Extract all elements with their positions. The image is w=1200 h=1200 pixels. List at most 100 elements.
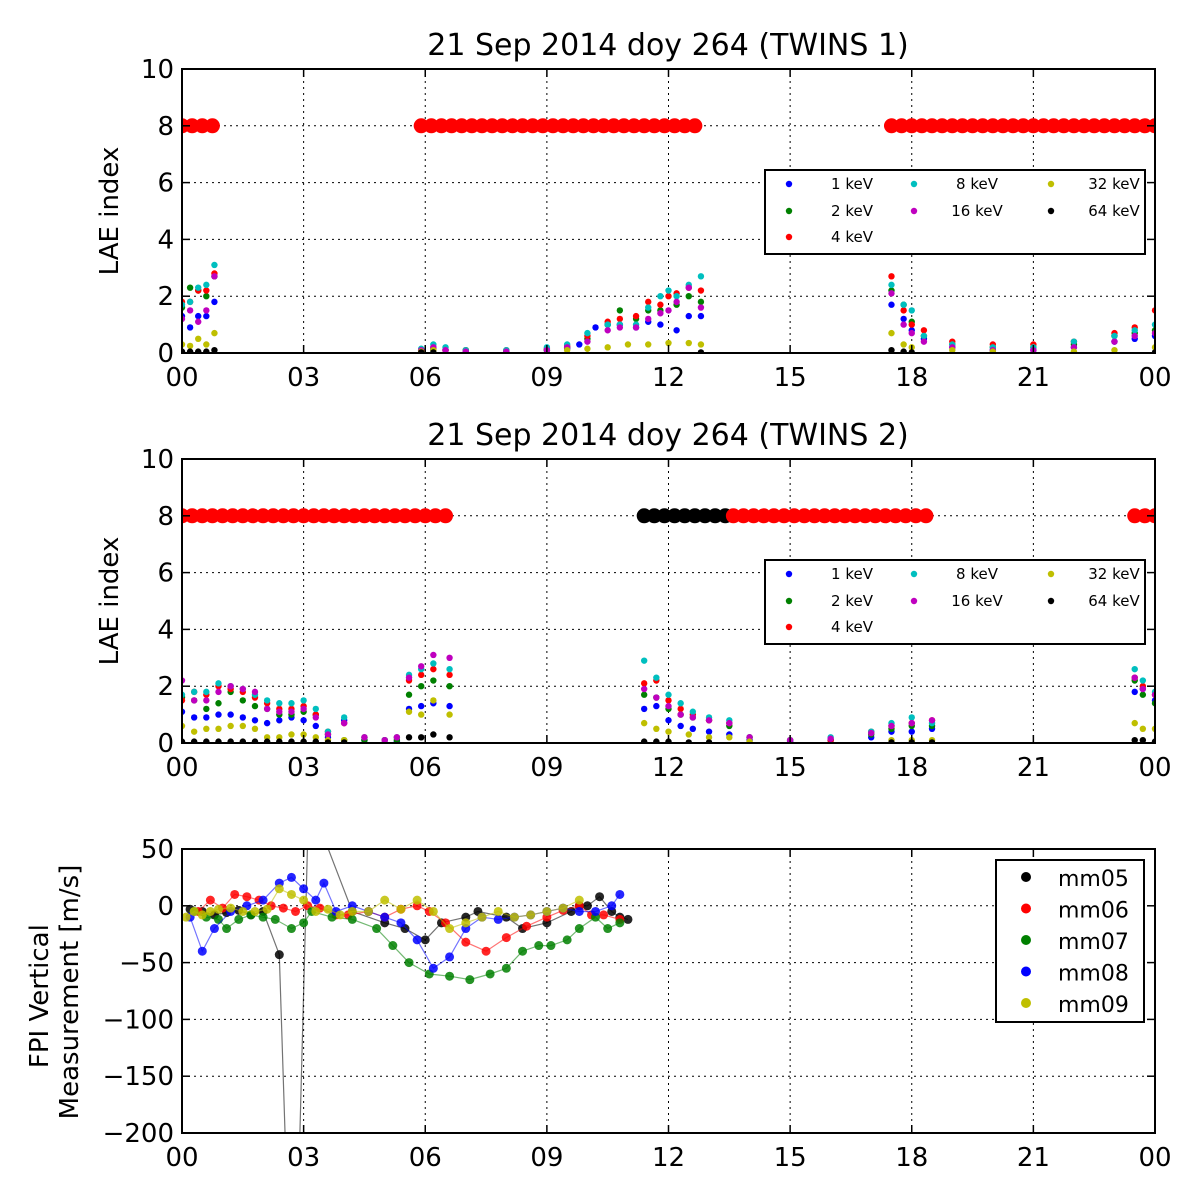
fpi-data-point bbox=[242, 892, 252, 902]
data-point bbox=[1131, 327, 1138, 334]
data-point bbox=[263, 705, 271, 713]
data-point bbox=[1111, 338, 1118, 345]
data-point bbox=[677, 722, 684, 730]
data-point bbox=[640, 691, 648, 698]
fpi-data-point bbox=[485, 969, 495, 979]
fpi-data-point bbox=[250, 906, 260, 916]
data-point bbox=[677, 711, 684, 718]
fpi-data-point bbox=[607, 901, 617, 911]
data-point bbox=[446, 671, 453, 679]
data-point bbox=[640, 719, 648, 727]
data-point bbox=[697, 341, 705, 348]
twins2-panel: 21 Sep 2014 doy 264 (TWINS 2) LAE index … bbox=[95, 418, 1172, 783]
fpi-data-point bbox=[615, 918, 625, 928]
data-point bbox=[405, 674, 413, 681]
data-point bbox=[576, 341, 583, 348]
legend-marker bbox=[785, 570, 793, 578]
data-point bbox=[190, 688, 198, 696]
data-point bbox=[653, 725, 660, 732]
y-tick-label: 0 bbox=[157, 729, 174, 759]
data-point bbox=[657, 310, 664, 317]
legend-marker bbox=[785, 180, 793, 188]
fpi-data-point bbox=[445, 952, 455, 962]
data-point bbox=[276, 700, 283, 707]
fpi-data-point bbox=[380, 895, 390, 905]
legend-box bbox=[764, 169, 1146, 255]
legend-label: mm05 bbox=[1058, 867, 1129, 892]
data-point bbox=[645, 298, 652, 306]
data-point bbox=[653, 702, 660, 710]
data-point bbox=[653, 738, 660, 743]
data-point bbox=[665, 293, 672, 300]
data-point bbox=[640, 685, 648, 693]
data-point bbox=[190, 714, 198, 721]
fpi-data-point bbox=[226, 903, 236, 913]
data-point bbox=[430, 731, 437, 738]
data-point bbox=[900, 348, 907, 353]
data-point bbox=[657, 293, 664, 300]
data-point bbox=[276, 717, 283, 724]
data-point bbox=[677, 700, 684, 707]
data-point bbox=[251, 702, 259, 710]
data-point bbox=[446, 734, 453, 741]
data-point bbox=[186, 307, 194, 314]
legend-box bbox=[995, 859, 1145, 1023]
fpi-data-point bbox=[509, 912, 519, 922]
data-point bbox=[186, 324, 194, 331]
fpi-data-point bbox=[213, 914, 223, 924]
fpi-data-point bbox=[518, 946, 528, 956]
fpi-data-point bbox=[189, 906, 199, 916]
data-point bbox=[1111, 346, 1118, 353]
data-point bbox=[186, 348, 194, 353]
y-tick-label: 8 bbox=[157, 112, 174, 142]
legend-label: mm07 bbox=[1058, 930, 1129, 955]
fpi-data-point bbox=[291, 906, 301, 916]
fpi-ylabel-line2: Measurement [m/s] bbox=[55, 865, 85, 1120]
data-point bbox=[563, 346, 571, 353]
data-point bbox=[900, 315, 907, 323]
y-tick-label: −150 bbox=[103, 1062, 174, 1092]
plot-frame bbox=[181, 848, 1156, 1134]
fpi-data-point bbox=[209, 924, 219, 934]
data-point bbox=[685, 339, 692, 347]
fpi-data-point bbox=[335, 910, 345, 920]
data-point bbox=[908, 329, 915, 337]
data-point bbox=[1131, 719, 1138, 727]
fpi-data-point bbox=[420, 935, 430, 945]
data-point bbox=[312, 714, 319, 721]
data-point bbox=[203, 312, 210, 320]
x-tick-label: 00 bbox=[165, 753, 198, 783]
data-point bbox=[645, 341, 652, 348]
data-point bbox=[632, 312, 640, 320]
data-point bbox=[726, 734, 733, 741]
data-point bbox=[616, 324, 624, 331]
data-point bbox=[186, 284, 194, 291]
data-point bbox=[186, 298, 194, 306]
legend-label: 1 keV bbox=[831, 175, 874, 193]
y-tick-label: 50 bbox=[141, 835, 174, 865]
data-point bbox=[726, 719, 733, 727]
data-point bbox=[227, 711, 234, 718]
data-point bbox=[616, 307, 624, 314]
data-point bbox=[653, 674, 660, 681]
fpi-data-point bbox=[230, 889, 240, 899]
data-point bbox=[1131, 665, 1138, 673]
legend-label: 32 keV bbox=[1088, 175, 1140, 193]
data-point bbox=[697, 304, 705, 311]
data-point bbox=[868, 729, 875, 737]
data-point bbox=[653, 694, 660, 701]
y-tick-label: 0 bbox=[157, 892, 174, 922]
fpi-data-point bbox=[412, 935, 422, 945]
data-point bbox=[900, 321, 907, 328]
fpi-data-point bbox=[258, 912, 268, 922]
data-point bbox=[665, 717, 672, 724]
legend-marker bbox=[785, 207, 793, 215]
fpi-data-point bbox=[197, 910, 207, 920]
fpi-data-point bbox=[574, 895, 584, 905]
twins2-ylabel: LAE index bbox=[95, 537, 125, 666]
data-point bbox=[251, 725, 259, 732]
data-point bbox=[203, 281, 210, 289]
data-point bbox=[430, 651, 437, 659]
data-point bbox=[657, 321, 664, 328]
twins1-title: 21 Sep 2014 doy 264 (TWINS 1) bbox=[427, 28, 909, 63]
